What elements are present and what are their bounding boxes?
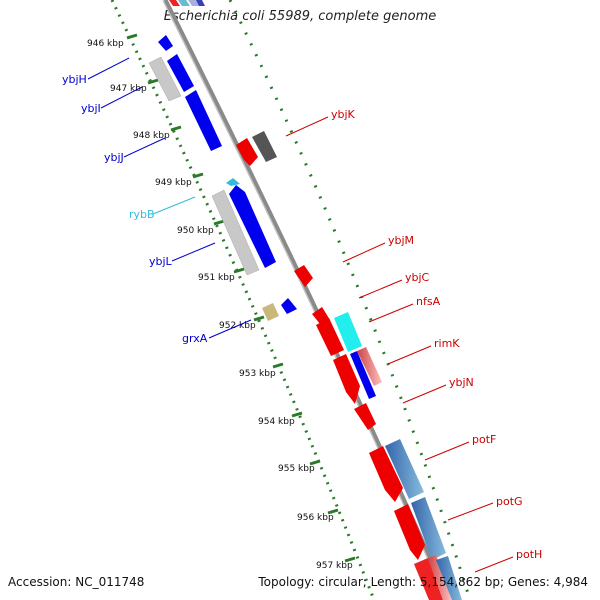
gene-ybjH-pseudo bbox=[148, 56, 182, 102]
leader-potG bbox=[447, 502, 494, 521]
right-leaders bbox=[285, 116, 514, 573]
top-gene-blue bbox=[196, 0, 205, 6]
tick-label: 957 kbp bbox=[316, 561, 353, 571]
leader-nfsA bbox=[368, 303, 414, 323]
tick-label: 949 kbp bbox=[155, 178, 192, 188]
gene-ybjI bbox=[167, 54, 194, 92]
accession-label: Accession: NC_011748 bbox=[8, 575, 145, 589]
leader-ybjC bbox=[358, 279, 403, 299]
leader-ybjN bbox=[402, 384, 447, 404]
tick-label: 950 kbp bbox=[177, 226, 214, 236]
gene-label-potH: potH bbox=[516, 548, 542, 561]
map-title: Escherichia coli 55989, complete genome bbox=[163, 9, 437, 24]
gene-ybjM bbox=[294, 265, 313, 287]
tick-mark bbox=[253, 315, 265, 322]
gene-potG-blue bbox=[411, 497, 446, 560]
top-edge-features bbox=[169, 0, 205, 6]
leader-ybjH bbox=[87, 57, 130, 80]
gene-label-rybB: rybB bbox=[129, 208, 155, 221]
gene-ybjK-dark bbox=[252, 131, 277, 162]
gene-ybjL-pseudo bbox=[211, 189, 260, 276]
tick-label: 951 kbp bbox=[198, 273, 235, 283]
forward-strand-genes bbox=[148, 35, 297, 321]
gene-potH-red bbox=[414, 558, 443, 600]
gene-label-ybjL: ybjL bbox=[149, 255, 173, 268]
gene-ybjN bbox=[354, 403, 376, 430]
gene-label-potG: potG bbox=[496, 495, 523, 508]
gene-nfsA-red bbox=[316, 318, 344, 356]
gene-rimK-pink bbox=[357, 347, 382, 386]
gene-label-nfsA: nfsA bbox=[416, 295, 441, 308]
tick-label: 955 kbp bbox=[278, 464, 315, 474]
gene-label-potF: potF bbox=[472, 433, 496, 446]
gene-label-rimK: rimK bbox=[434, 337, 460, 350]
tick-mark bbox=[213, 219, 225, 226]
gene-potG-red bbox=[394, 504, 425, 560]
tick-mark bbox=[192, 172, 204, 179]
gene-label-grxA: grxA bbox=[182, 332, 208, 345]
gene-nfsA-cyan bbox=[334, 312, 362, 352]
leader-ybjL bbox=[171, 242, 216, 262]
gene-label-ybjM: ybjM bbox=[388, 234, 414, 247]
gene-potF-blue bbox=[385, 439, 424, 499]
gene-label-ybjC: ybjC bbox=[405, 271, 430, 284]
gene-label-ybjI: ybjI bbox=[81, 102, 101, 115]
gene-grxA bbox=[281, 298, 297, 314]
leader-rybB bbox=[152, 196, 196, 215]
gene-rimK-blue bbox=[350, 351, 376, 399]
leader-grxA bbox=[208, 319, 252, 339]
tick-mark bbox=[170, 125, 182, 132]
leader-potF bbox=[424, 441, 470, 461]
tick-mark bbox=[233, 267, 245, 274]
topology-label: Topology: circular; Length: 5,154,862 bp… bbox=[258, 575, 588, 589]
gene-potH-pink bbox=[428, 555, 452, 600]
tick-mark bbox=[344, 556, 356, 563]
leader-ybjM bbox=[342, 242, 386, 263]
top-gene-cyan bbox=[178, 0, 190, 6]
gene-label-ybjJ: ybjJ bbox=[104, 151, 124, 164]
reverse-strand-genes bbox=[236, 131, 462, 600]
gene-ybjL bbox=[229, 185, 276, 268]
tick-label: 953 kbp bbox=[239, 369, 276, 379]
gene-ybjK-red bbox=[236, 138, 258, 166]
gene-label-ybjN: ybjN bbox=[449, 376, 474, 389]
gene-ybjJ bbox=[185, 90, 222, 151]
gene-rimK-red bbox=[333, 354, 360, 404]
tick-mark bbox=[327, 508, 339, 515]
top-gene-red bbox=[169, 0, 180, 6]
gene-potH-blue bbox=[436, 556, 462, 600]
major-ticks bbox=[126, 33, 356, 563]
tick-label: 954 kbp bbox=[258, 417, 295, 427]
gene-label-ybjH: ybjH bbox=[62, 73, 87, 86]
tick-label: 956 kbp bbox=[297, 513, 334, 523]
leader-ybjI bbox=[100, 86, 143, 109]
leader-potH bbox=[474, 556, 514, 573]
tick-label: 946 kbp bbox=[87, 39, 124, 49]
gene-label-ybjK: ybjK bbox=[331, 108, 356, 121]
leader-ybjK bbox=[285, 116, 329, 137]
gene-potF-red bbox=[369, 446, 403, 502]
tick-mark bbox=[126, 33, 138, 40]
leader-ybjJ bbox=[123, 137, 166, 158]
gene-ybjC bbox=[312, 307, 330, 324]
tick-mark bbox=[147, 78, 159, 85]
tick-label: 947 kbp bbox=[110, 84, 147, 94]
gene-946-blue bbox=[158, 35, 173, 51]
tick-label: 948 kbp bbox=[133, 131, 170, 141]
tick-mark bbox=[272, 362, 284, 369]
left-leaders bbox=[87, 57, 252, 339]
leader-rimK bbox=[387, 345, 432, 365]
tick-mark bbox=[291, 411, 303, 418]
outer-tick-ring bbox=[228, 0, 472, 600]
tick-mark bbox=[309, 459, 321, 466]
gene-rybB bbox=[226, 178, 240, 186]
gene-grxA-misc bbox=[262, 303, 279, 321]
